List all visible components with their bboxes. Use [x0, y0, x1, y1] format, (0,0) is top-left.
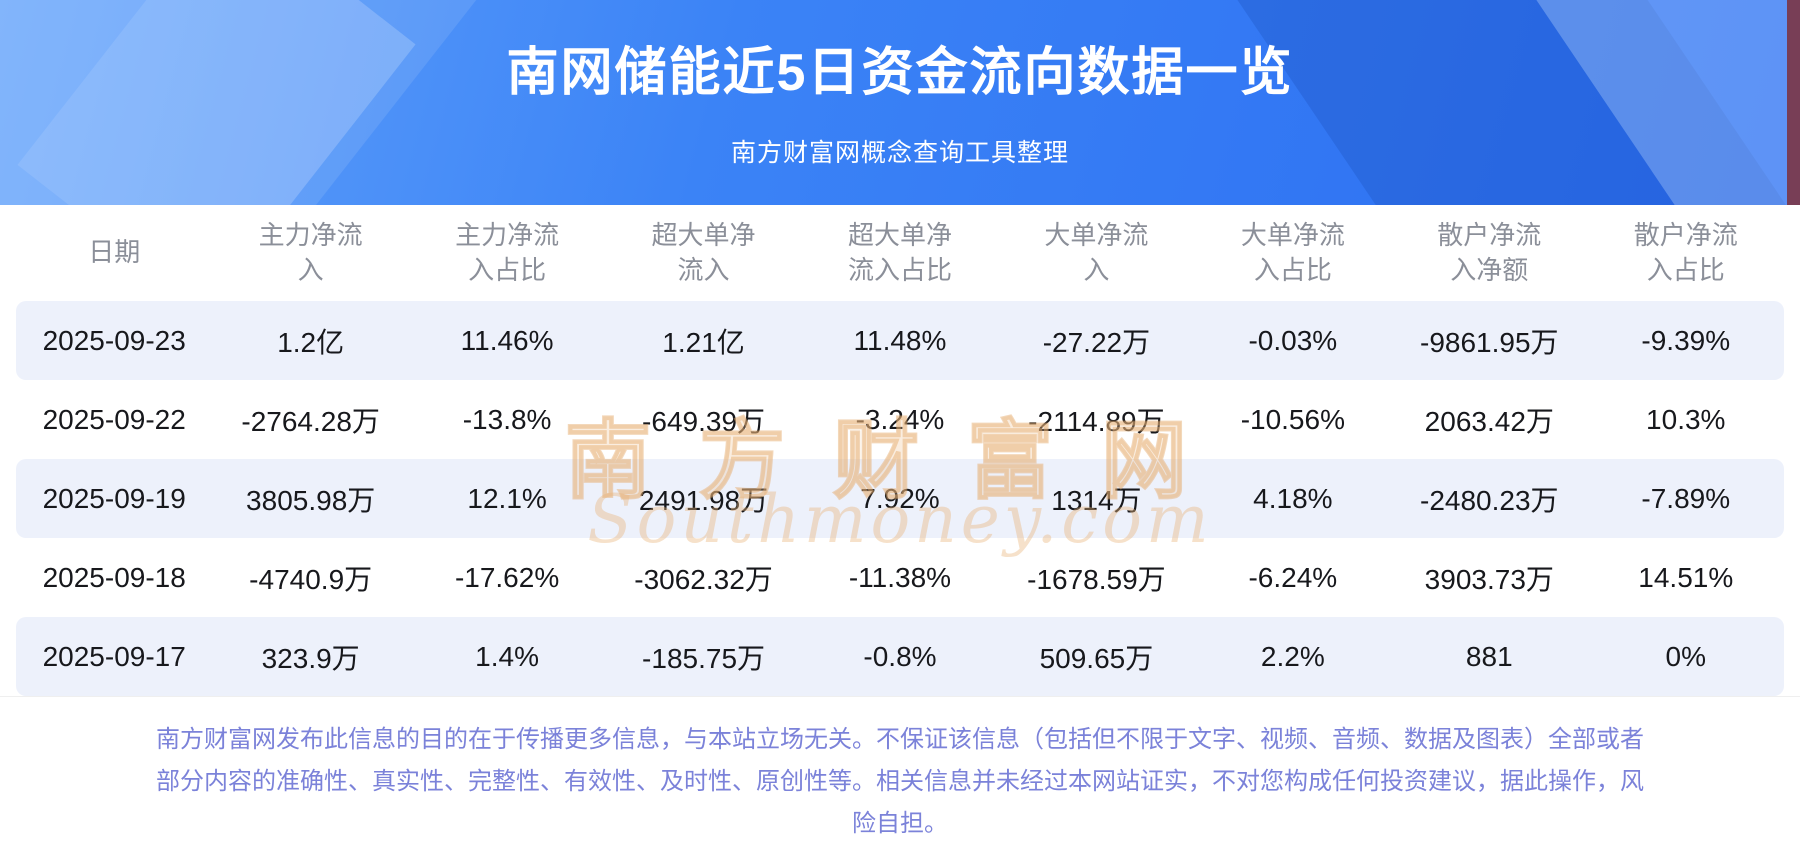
table-cell: 2025-09-17	[16, 617, 213, 696]
column-header-1: 主力净流入	[258, 219, 363, 285]
table-cell: 1.21亿	[605, 301, 802, 380]
table-body: 2025-09-23 1.2亿 11.46% 1.21亿 11.48% -27.22万 -0…	[16, 301, 1784, 696]
table-cell: -0.03%	[1194, 301, 1392, 380]
column-header-2: 主力净流入占比	[455, 219, 560, 285]
table-cell: -17.62%	[454, 561, 560, 593]
table-cell: 4.18%	[1194, 459, 1392, 538]
table-cell: -9861.95万	[1391, 301, 1588, 380]
table-cell: 1.2亿	[212, 301, 409, 380]
table-cell: 2.2%	[1194, 617, 1392, 696]
table-cell: 2025-09-19	[16, 459, 213, 538]
table-row: 2025-09-19 3805.98万 12.1% 2491.98万 7.92% 1314…	[16, 459, 1784, 538]
table-cell: -2480.23万	[1391, 459, 1588, 538]
fund-flow-table: 日期 主力净流入 主力净流入占比 超大单净流入 超大单净流入占比 大单净流入 大单净流入占比…	[16, 205, 1784, 696]
page-subtitle: 南方财富网概念查询工具整理	[730, 139, 1069, 167]
table-cell: 1.4%	[408, 617, 606, 696]
table-cell: -10.56%	[1240, 403, 1345, 435]
disclaimer-text: 南方财富网发布此信息的目的在于传播更多信息，与本站立场无关。不保证该信息（包括但…	[156, 726, 1644, 837]
table-row: 2025-09-18 -4740.9万 -17.62% -3062.32万 -11.38…	[16, 538, 1784, 617]
table-cell: -9.39%	[1587, 301, 1784, 380]
fund-flow-table-section: 日期 主力净流入 主力净流入占比 超大单净流入 超大单净流入占比 大单净流入 大单净流入占比…	[0, 205, 1800, 696]
disclaimer-footer: 南方财富网发布此信息的目的在于传播更多信息，与本站立场无关。不保证该信息（包括但…	[0, 696, 1800, 845]
table-cell: -6.24%	[1248, 561, 1338, 593]
table-cell: -2764.28万	[241, 405, 380, 437]
table-cell: 3903.73万	[1424, 563, 1554, 595]
table-cell: -3062.32万	[634, 563, 773, 595]
table-cell: 11.46%	[408, 301, 606, 380]
table-cell: 3805.98万	[212, 459, 409, 538]
hero-banner: 南网储能近5日资金流向数据一览 南方财富网概念查询工具整理	[0, 0, 1800, 205]
table-cell: -649.39万	[642, 405, 766, 437]
table-cell: 2063.42万	[1424, 405, 1554, 437]
table-cell: -3.24%	[855, 403, 945, 435]
table-cell: -185.75万	[605, 617, 802, 696]
table-head: 日期 主力净流入 主力净流入占比 超大单净流入 超大单净流入占比 大单净流入 大单净流入占比…	[16, 205, 1784, 301]
table-cell: 323.9万	[212, 617, 409, 696]
column-header-0: 日期	[88, 237, 141, 268]
table-cell: 881	[1391, 617, 1588, 696]
table-cell: -7.89%	[1587, 459, 1784, 538]
table-cell: -2114.89万	[1028, 405, 1165, 437]
table-cell: 2025-09-22	[42, 403, 186, 435]
table-cell: 10.3%	[1646, 403, 1726, 435]
column-header-8: 散户净流入占比	[1633, 219, 1738, 285]
table-cell: 0%	[1587, 617, 1784, 696]
column-header-4: 超大单净流入占比	[847, 219, 952, 285]
table-row: 2025-09-23 1.2亿 11.46% 1.21亿 11.48% -27.22万 -0…	[16, 301, 1784, 380]
table-row: 2025-09-17 323.9万 1.4% -185.75万 -0.8% 509.65万…	[16, 617, 1784, 696]
table-cell: -1678.59万	[1027, 563, 1166, 595]
table-cell: 14.51%	[1638, 561, 1734, 593]
header-row: 日期 主力净流入 主力净流入占比 超大单净流入 超大单净流入占比 大单净流入 大单净流入占比…	[16, 205, 1784, 301]
column-header-5: 大单净流入	[1044, 219, 1149, 285]
table-cell: -11.38%	[848, 561, 952, 593]
table-cell: 2025-09-18	[42, 561, 186, 593]
table-cell: 7.92%	[801, 459, 999, 538]
table-cell: -4740.9万	[249, 563, 373, 595]
table-cell: -27.22万	[998, 301, 1195, 380]
table-cell: 11.48%	[801, 301, 999, 380]
table-cell: 12.1%	[408, 459, 606, 538]
table-cell: 509.65万	[998, 617, 1195, 696]
page-title: 南网储能近5日资金流向数据一览	[506, 44, 1294, 102]
table-cell: 2025-09-23	[16, 301, 213, 380]
table-cell: -0.8%	[801, 617, 999, 696]
column-header-3: 超大单净流入	[651, 219, 756, 285]
table-cell: 1314万	[998, 459, 1195, 538]
column-header-6: 大单净流入占比	[1240, 219, 1345, 285]
table-cell: 2491.98万	[605, 459, 802, 538]
table-row: 2025-09-22 -2764.28万 -13.8% -649.39万 -3.24% -…	[16, 380, 1784, 459]
table-cell: -13.8%	[462, 403, 552, 435]
column-header-7: 散户净流入净额	[1437, 219, 1542, 285]
